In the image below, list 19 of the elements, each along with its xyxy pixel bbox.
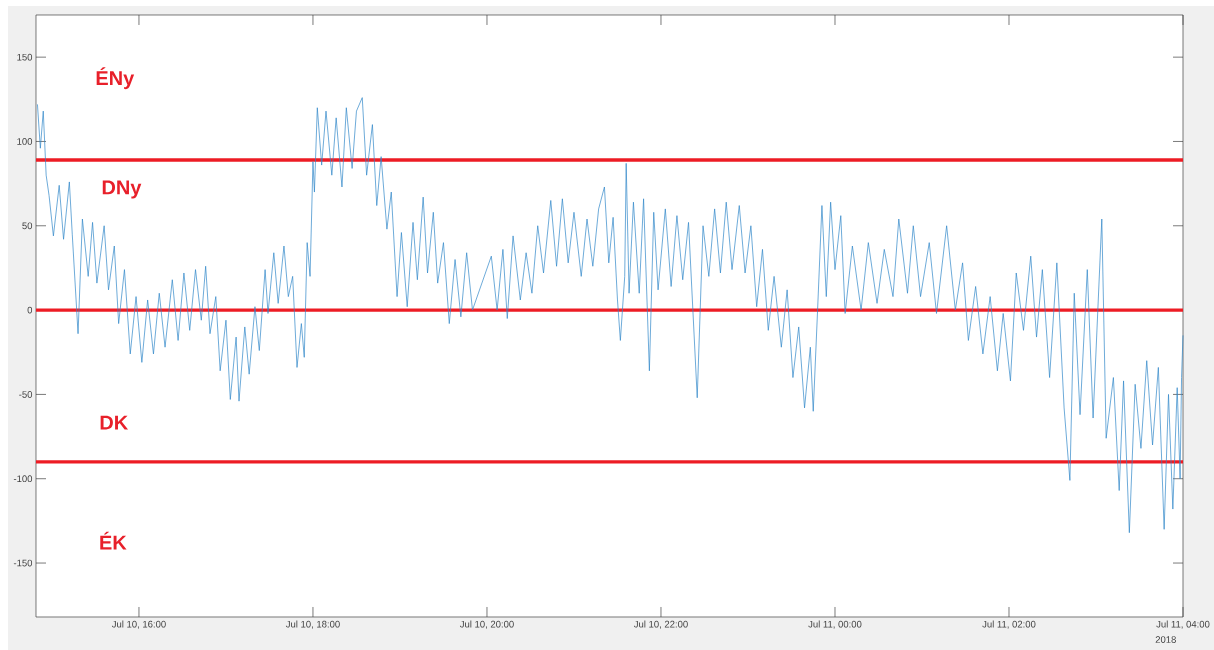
annotation: ÉK [100,531,127,550]
x-tick-label: Jul 10, 20:00 [459,620,514,629]
y-tick-label: 50 [22,222,33,230]
x-tick-label: Jul 11, 04:00 [1156,620,1210,629]
x-tick-label: Jul 11, 02:00 [982,620,1036,629]
x-tick-label: Jul 10, 16:00 [111,620,166,629]
annotation: DK [100,415,129,430]
annotation: DNy [102,180,142,199]
y-tick-label: -150 [13,559,33,567]
x-tick-label: Jul 10, 18:00 [285,620,340,629]
x-tick-label: Jul 11, 00:00 [808,620,862,629]
x-tick-label: Jul 10, 22:00 [633,620,688,629]
y-tick-label: 150 [17,53,33,61]
y-tick-label: 100 [17,138,33,145]
y-tick-label: -100 [13,475,33,483]
y-tick-label: -50 [19,391,33,398]
x-axis-title: 2018 [1155,636,1176,643]
annotation: ÉNy [96,67,135,90]
y-tick-label: 0 [27,306,33,314]
